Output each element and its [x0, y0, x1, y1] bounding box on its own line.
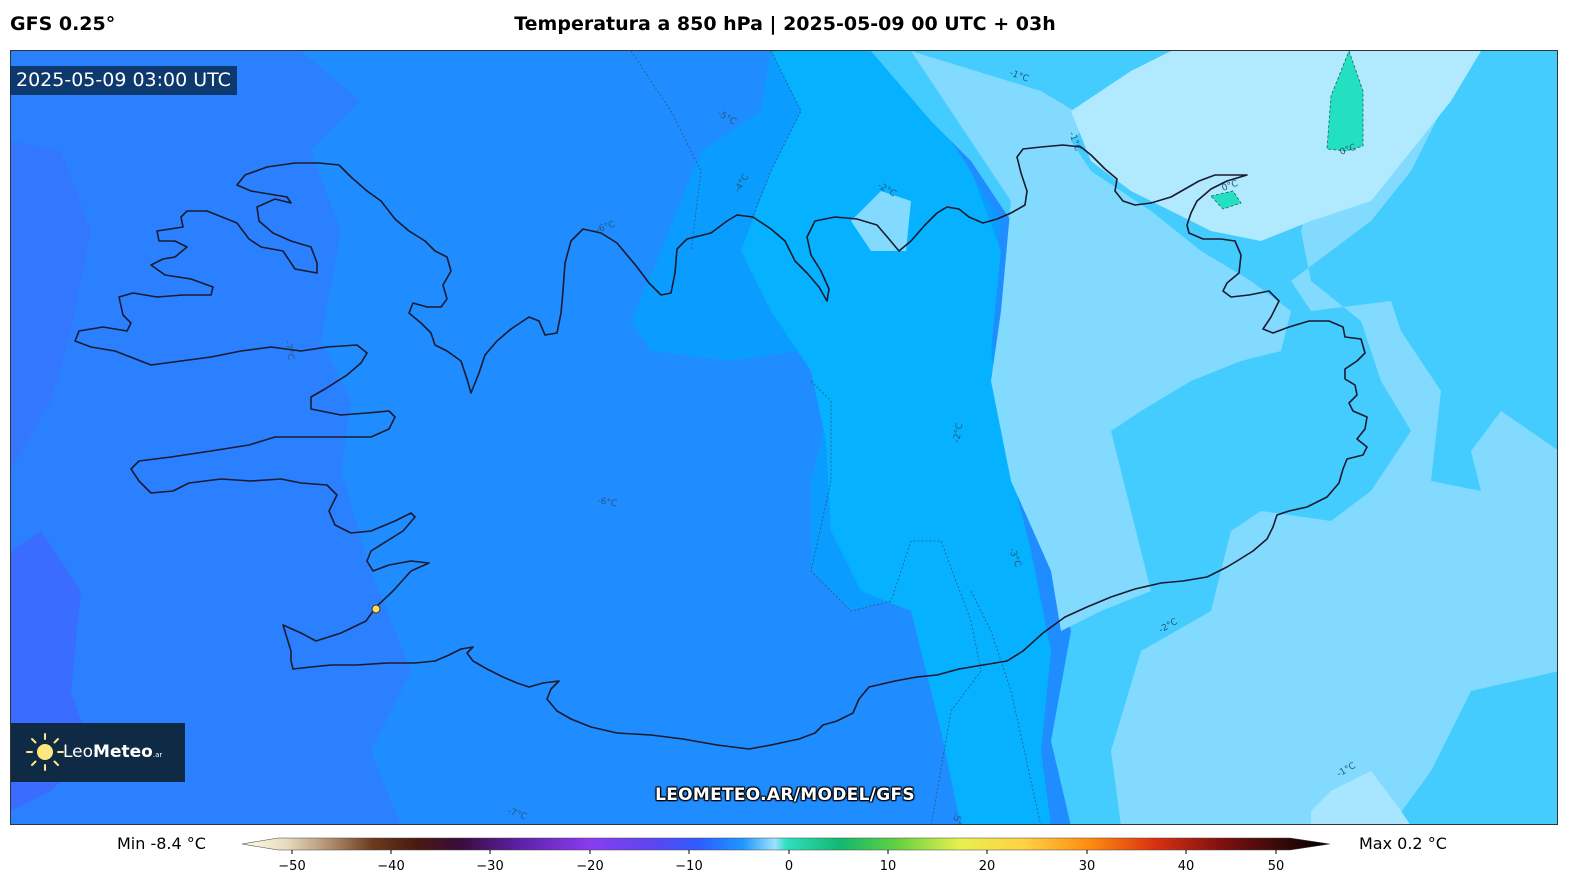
- max-label: Max 0.2 °C: [1359, 834, 1447, 853]
- map-title: Temperatura a 850 hPa | 2025-05-09 00 UT…: [514, 13, 1056, 35]
- leometeo-logo[interactable]: LeoMeteo.ar: [11, 723, 185, 782]
- isotherm-minus3: [970, 590, 1041, 824]
- isotherm-minus4: [750, 51, 802, 222]
- sun-icon: [26, 733, 64, 771]
- isotherm-minus5: [810, 380, 982, 824]
- station-marker[interactable]: [371, 604, 381, 614]
- field-minus2-inner: [851, 191, 911, 251]
- tick-label: −10: [675, 859, 702, 874]
- model-label: GFS 0.25°: [10, 13, 116, 35]
- colorbar-ticks: −50 −40 −30 −20 −10 0 10 20 30 40 50: [278, 850, 1284, 874]
- map-panel[interactable]: -1°C 0°C 0°C -1°C -2°C -2°C -2°C -3°C -4…: [10, 50, 1558, 825]
- logo-wordmark: LeoMeteo.ar: [63, 742, 163, 762]
- contour-label: -6°C: [596, 496, 617, 509]
- tick-label: −40: [377, 859, 404, 874]
- field-minus1-se: [1311, 771, 1410, 824]
- colorbar-body: [242, 837, 1331, 851]
- field-minus4: [741, 51, 1051, 824]
- tick-label: 20: [979, 859, 996, 874]
- tick-label: −20: [576, 859, 603, 874]
- tick-label: −30: [476, 859, 503, 874]
- contour-label: -2°C: [952, 422, 965, 443]
- tick-label: 40: [1178, 859, 1195, 874]
- field-zero-1: [1326, 51, 1364, 152]
- field-minus7: [11, 141, 91, 471]
- min-label: Min -8.4 °C: [117, 834, 206, 853]
- field-minus6: [11, 51, 411, 824]
- contour-label: -7°C: [282, 340, 295, 361]
- tick-label: 10: [880, 859, 897, 874]
- coastline: [74, 144, 1368, 750]
- contour-label: -5°C: [950, 812, 963, 825]
- temperature-map: -1°C 0°C 0°C -1°C -2°C -2°C -2°C -3°C -4…: [11, 51, 1557, 825]
- isotherm-minus6: [630, 51, 702, 252]
- field-minus1: [1071, 51, 1481, 241]
- tick-label: 0: [785, 859, 793, 874]
- field-minus2: [911, 51, 1557, 824]
- watermark-url[interactable]: LEOMETEO.AR/MODEL/GFS: [655, 785, 915, 805]
- field-zero-2: [1210, 190, 1242, 210]
- tick-label: −50: [278, 859, 305, 874]
- valid-time-badge: 2025-05-09 03:00 UTC: [10, 66, 237, 95]
- tick-label: 50: [1268, 859, 1285, 874]
- tick-label: 30: [1079, 859, 1096, 874]
- colorbar: −50 −40 −30 −20 −10 0 10 20 30 40 50: [242, 837, 1331, 874]
